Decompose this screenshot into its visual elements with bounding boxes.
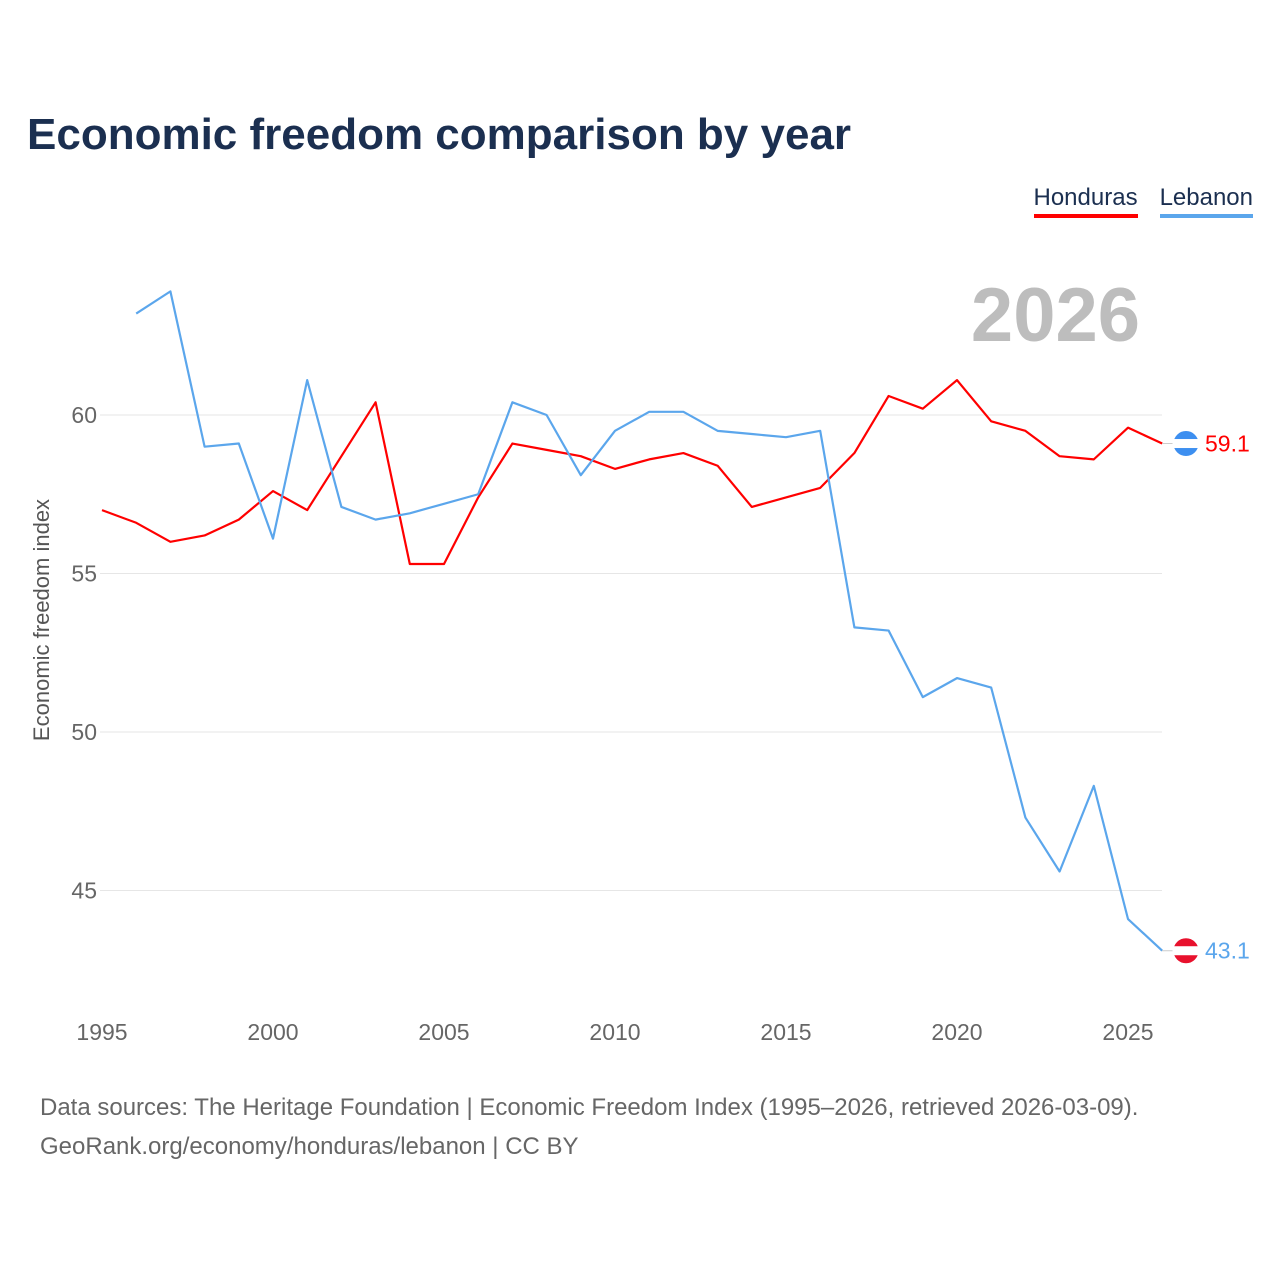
y-tick-label: 45 — [71, 878, 97, 904]
x-tick-label: 2010 — [589, 1019, 640, 1045]
series-line-lebanon — [135, 290, 1163, 952]
series-line-honduras — [101, 379, 1163, 566]
y-tick-label: 60 — [71, 402, 97, 428]
y-tick-label: 50 — [71, 719, 97, 745]
x-tick-label: 1995 — [76, 1019, 127, 1045]
end-value-label: 43.1 — [1205, 938, 1250, 964]
legend: Honduras Lebanon — [1033, 184, 1253, 218]
flag-band — [1173, 946, 1199, 956]
x-tick-label: 2020 — [931, 1019, 982, 1045]
x-tick-label: 2025 — [1102, 1019, 1153, 1045]
source-line: Data sources: The Heritage Foundation | … — [40, 1094, 1139, 1121]
chart-title: Economic freedom comparison by year — [27, 110, 852, 159]
x-tick-label: 2000 — [247, 1019, 298, 1045]
end-value-label: 59.1 — [1205, 431, 1250, 457]
source-note: Data sources: The Heritage Foundation | … — [40, 1088, 1138, 1166]
year-label: 2026 — [970, 273, 1140, 358]
legend-honduras[interactable]: Honduras — [1033, 184, 1138, 218]
source-link[interactable]: GeoRank.org/economy/honduras/lebanon | C… — [40, 1133, 579, 1160]
x-tick-label: 2005 — [418, 1019, 469, 1045]
y-tick-label: 55 — [71, 561, 97, 587]
legend-lebanon[interactable]: Lebanon — [1159, 184, 1253, 218]
x-tick-label: 2015 — [760, 1019, 811, 1045]
flag-band — [1173, 439, 1199, 449]
